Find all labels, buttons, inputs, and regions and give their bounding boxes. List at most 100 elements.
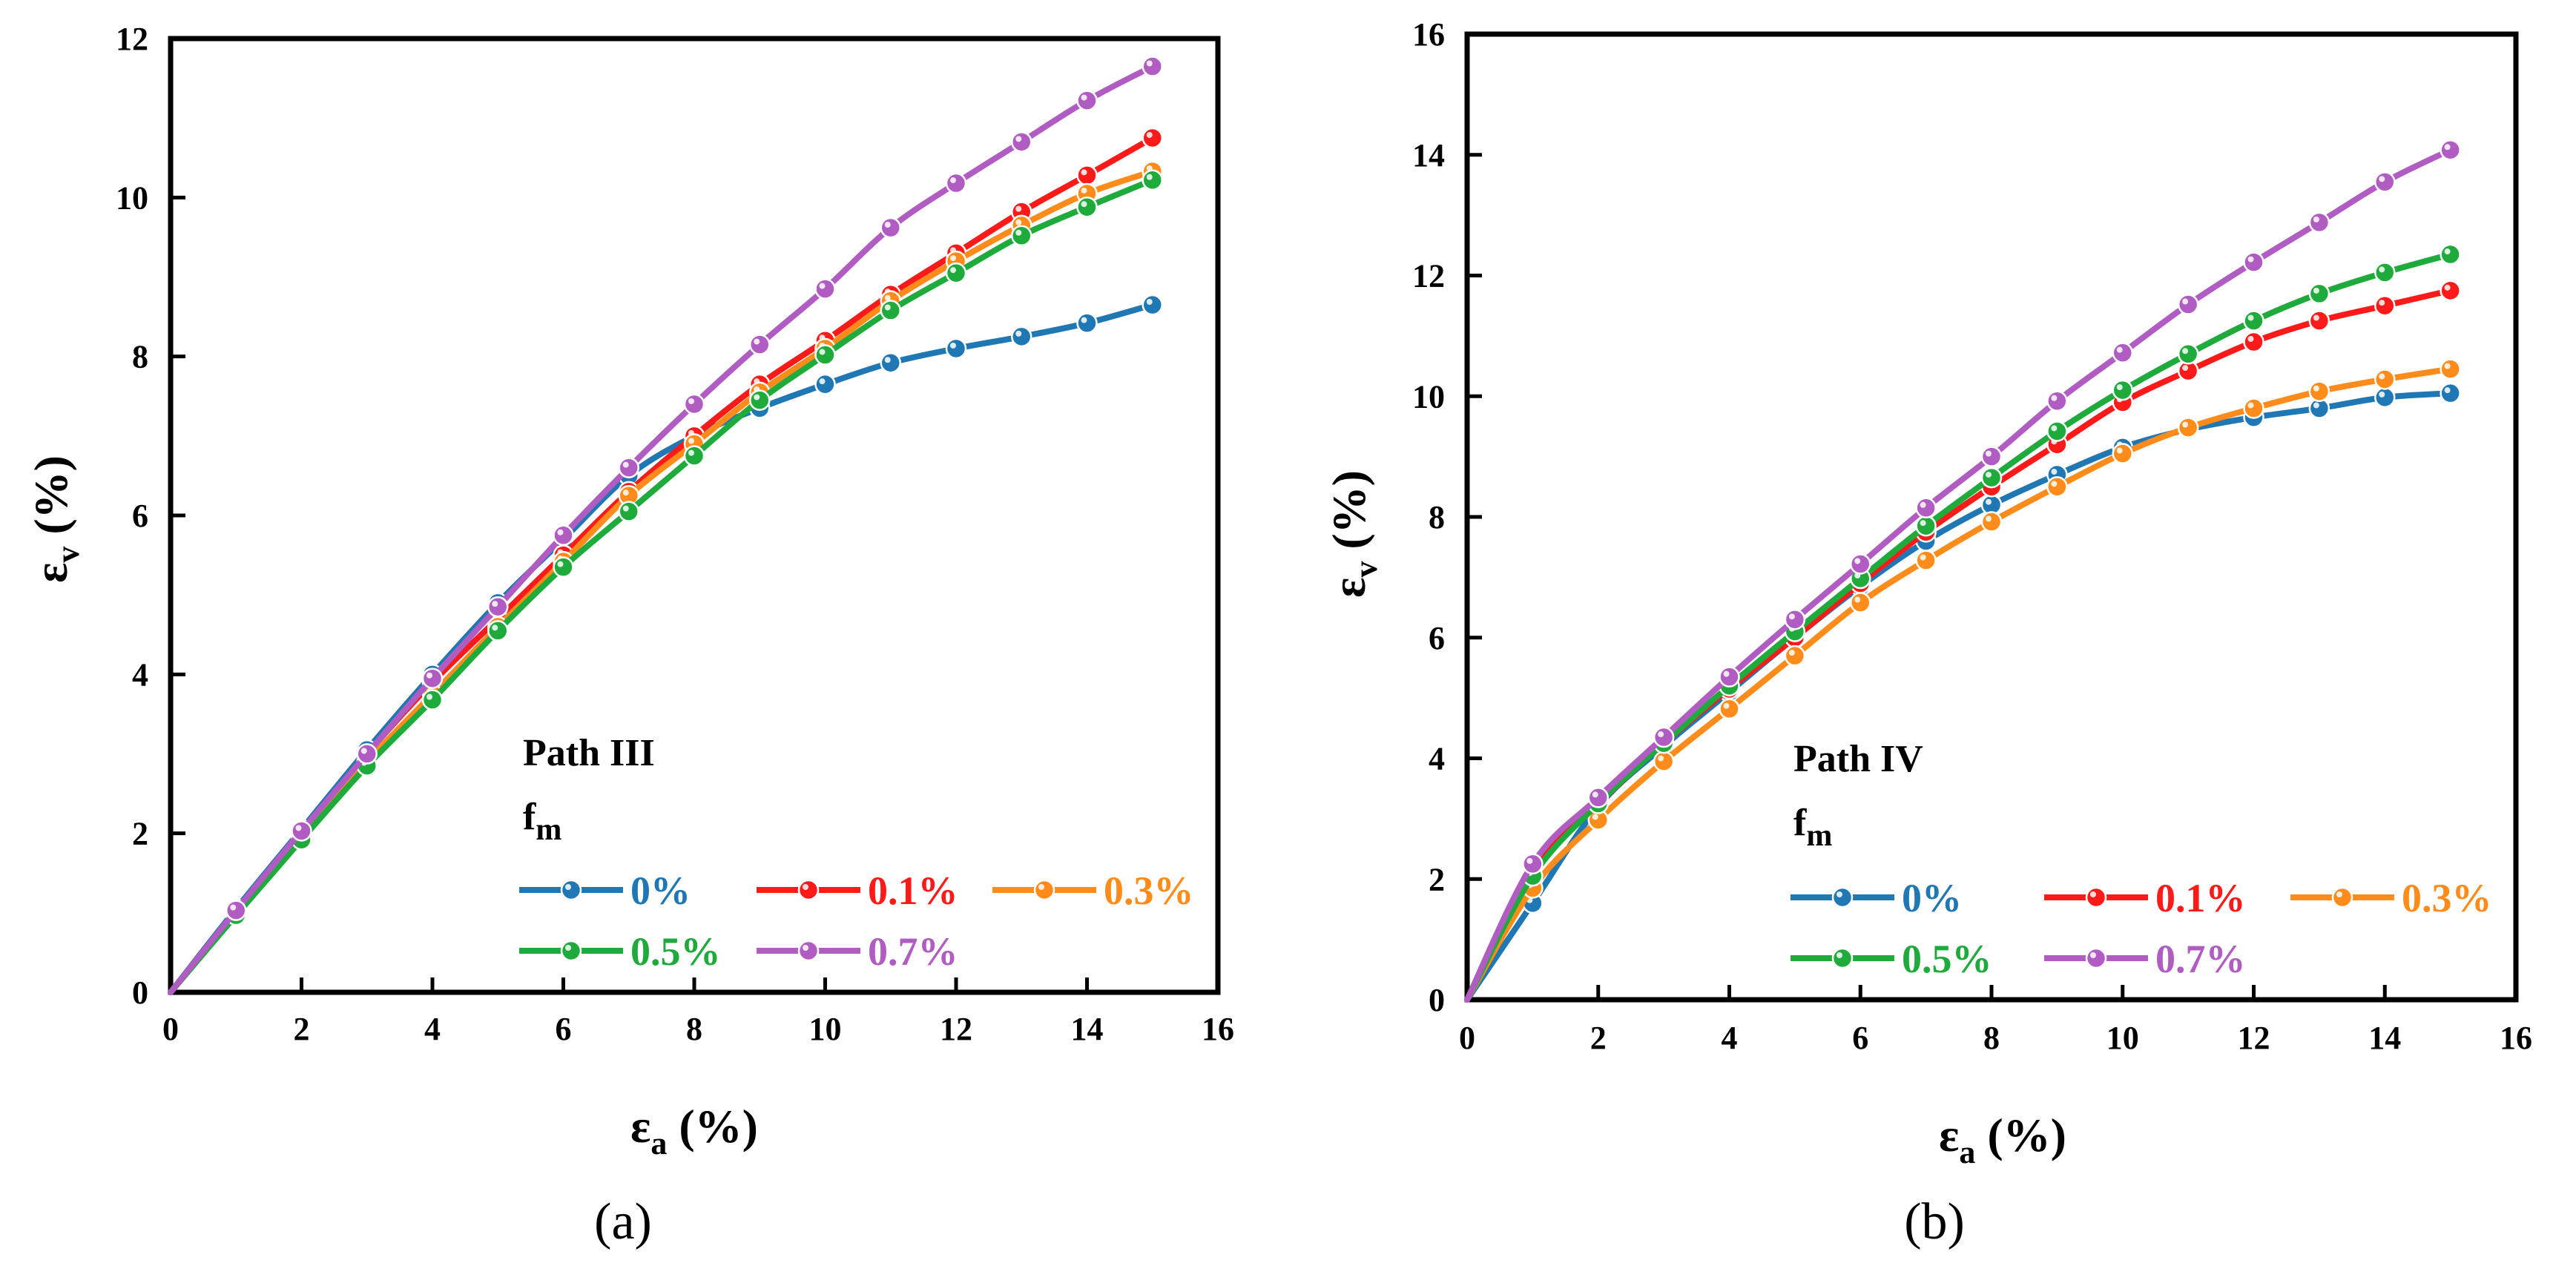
data-point bbox=[2112, 342, 2133, 363]
data-point bbox=[2112, 379, 2133, 401]
x-tick-label: 8 bbox=[686, 1011, 702, 1047]
data-point-highlight bbox=[819, 349, 826, 355]
data-point-highlight bbox=[2116, 346, 2123, 353]
panel-label: (b) bbox=[1904, 1193, 1965, 1250]
data-point-highlight bbox=[1920, 554, 1926, 561]
data-point bbox=[2308, 380, 2330, 402]
x-axis-label-unit: (%) bbox=[679, 1100, 758, 1152]
data-point bbox=[1915, 497, 1937, 519]
data-point-highlight bbox=[884, 294, 891, 301]
data-point bbox=[1522, 853, 1544, 875]
x-tick-label: 2 bbox=[1590, 1020, 1607, 1056]
data-point bbox=[880, 352, 901, 374]
data-point-highlight bbox=[2182, 348, 2189, 355]
data-point-highlight bbox=[622, 505, 629, 512]
legend-label: 0.1% bbox=[868, 868, 958, 913]
data-point-highlight bbox=[1015, 330, 1022, 337]
data-point-highlight bbox=[2313, 314, 2319, 321]
y-tick-label: 8 bbox=[1429, 499, 1445, 535]
x-tick-label: 6 bbox=[1852, 1020, 1868, 1056]
data-point bbox=[1915, 550, 1937, 571]
x-tick-label: 4 bbox=[424, 1011, 441, 1047]
x-axis-label-base: ε bbox=[630, 1100, 650, 1152]
data-point-highlight bbox=[1723, 702, 1730, 709]
data-point bbox=[2374, 294, 2396, 317]
data-point-highlight bbox=[1986, 450, 1992, 457]
data-point-highlight bbox=[1081, 201, 1087, 208]
legend-title: Path IV bbox=[1793, 738, 1923, 780]
legend-marker bbox=[1831, 947, 1854, 969]
y-axis-label-base: ε bbox=[1322, 578, 1375, 598]
y-tick-label: 12 bbox=[1412, 258, 1445, 294]
data-point-highlight bbox=[1146, 131, 1153, 138]
data-point-highlight bbox=[2313, 402, 2319, 409]
legend-subtitle-base: f bbox=[1793, 802, 1807, 844]
legend-marker bbox=[560, 940, 582, 962]
data-point bbox=[945, 262, 967, 284]
legend-marker-highlight bbox=[565, 884, 571, 890]
legend-entry-0.7%: 0.7% bbox=[757, 929, 958, 974]
legend: Path III fm 0% 0.1% 0.3% 0.5% 0.7% bbox=[519, 732, 1194, 974]
legend-marker bbox=[560, 879, 582, 901]
legend-entry-0.3%: 0.3% bbox=[2290, 876, 2492, 920]
data-point-highlight bbox=[1723, 670, 1730, 677]
data-point-highlight bbox=[1986, 515, 1992, 522]
data-point-highlight bbox=[2444, 144, 2451, 151]
data-point bbox=[2046, 390, 2068, 412]
data-point-highlight bbox=[622, 461, 629, 468]
data-point bbox=[945, 172, 967, 194]
legend-label: 0% bbox=[630, 868, 691, 913]
data-point-highlight bbox=[1658, 755, 1664, 762]
legend-entry-0.1%: 0.1% bbox=[2044, 876, 2246, 920]
legend-title: Path III bbox=[523, 732, 655, 774]
x-axis-label: εa (%) bbox=[630, 1100, 758, 1161]
x-tick-label: 14 bbox=[1071, 1011, 1104, 1047]
legend-entry-0%: 0% bbox=[1791, 876, 1962, 920]
data-point bbox=[1784, 609, 1806, 630]
legend-marker bbox=[1033, 879, 1055, 901]
data-point-highlight bbox=[426, 693, 432, 700]
data-point-highlight bbox=[1920, 501, 1926, 508]
data-point-highlight bbox=[2116, 384, 2123, 391]
data-point-highlight bbox=[2379, 300, 2385, 306]
x-axis-label: εa (%) bbox=[1939, 1109, 2066, 1170]
legend-subtitle: fm bbox=[1793, 802, 1832, 853]
data-point bbox=[2308, 283, 2330, 305]
data-point-highlight bbox=[2247, 314, 2254, 321]
legend-marker-highlight bbox=[803, 884, 808, 890]
legend-entry-0.1%: 0.1% bbox=[757, 868, 958, 913]
y-tick-label: 4 bbox=[132, 656, 148, 693]
data-point-highlight bbox=[1081, 169, 1087, 176]
data-point bbox=[1142, 56, 1163, 77]
data-point-highlight bbox=[2182, 421, 2189, 428]
data-point bbox=[1076, 165, 1098, 186]
data-point bbox=[487, 596, 509, 618]
y-tick-label: 2 bbox=[132, 816, 148, 852]
data-point bbox=[2046, 421, 2068, 442]
x-axis-label-sub: a bbox=[1959, 1134, 1975, 1170]
legend-label: 0.3% bbox=[2402, 876, 2492, 920]
data-point-highlight bbox=[1854, 558, 1861, 564]
data-point-highlight bbox=[2444, 387, 2451, 394]
legend-marker bbox=[2085, 886, 2107, 908]
x-axis-label-unit: (%) bbox=[1987, 1109, 2066, 1161]
data-point bbox=[2243, 251, 2264, 273]
data-point-highlight bbox=[1015, 219, 1022, 225]
data-point bbox=[2112, 443, 2133, 464]
data-point bbox=[1850, 592, 1871, 613]
y-tick-label: 2 bbox=[1429, 861, 1445, 897]
data-point bbox=[2243, 310, 2264, 332]
legend-marker bbox=[1831, 886, 1854, 908]
data-point-highlight bbox=[230, 904, 237, 911]
series-line bbox=[168, 63, 1156, 995]
data-point bbox=[1587, 787, 1609, 808]
data-point-highlight bbox=[754, 338, 760, 345]
data-point-highlight bbox=[2051, 469, 2058, 475]
data-point-highlight bbox=[1081, 187, 1087, 194]
y-axis-label-unit: (%) bbox=[24, 455, 77, 535]
data-point-highlight bbox=[1146, 174, 1153, 180]
legend-label: 0.5% bbox=[630, 929, 721, 974]
data-point bbox=[814, 278, 836, 300]
